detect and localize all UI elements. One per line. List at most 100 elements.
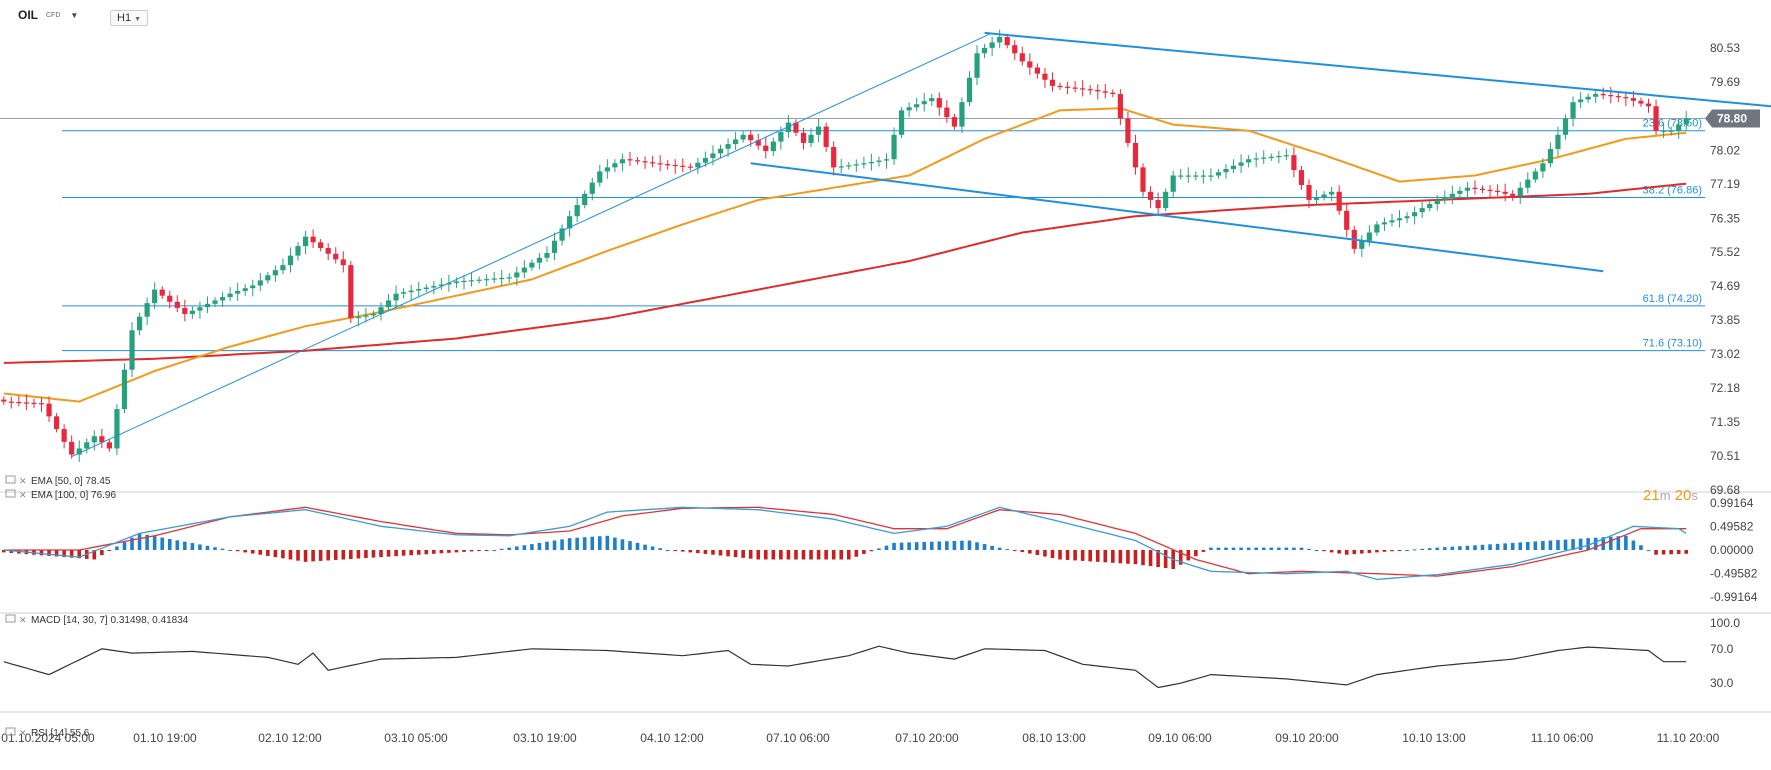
candle-body	[287, 255, 294, 266]
candle-body	[853, 164, 859, 166]
macd-histogram-bar	[1541, 540, 1545, 550]
macd-histogram-bar	[100, 550, 104, 556]
macd-histogram-bar	[258, 550, 263, 555]
time-tick-label: 08.10 13:00	[1022, 731, 1086, 745]
candle-body	[1668, 130, 1674, 132]
candle-body	[1223, 168, 1229, 173]
macd-histogram-bar	[658, 548, 662, 550]
legend-settings-icon[interactable]	[5, 727, 16, 736]
instrument-symbol[interactable]: OIL	[18, 8, 38, 22]
macd-histogram-bar	[477, 550, 481, 551]
candle-body	[1645, 103, 1652, 107]
legend-settings-icon[interactable]	[5, 489, 16, 498]
macd-histogram-bar	[1684, 550, 1689, 554]
candle-body	[997, 37, 1003, 43]
macd-histogram-bar	[975, 542, 979, 550]
trend-line[interactable]	[984, 31, 1771, 110]
price-tick-label: 76.35	[1710, 211, 1740, 225]
candle-body	[106, 442, 112, 449]
chevron-down-icon[interactable]: ▼	[70, 10, 79, 20]
candle-body	[944, 107, 950, 118]
candle-body	[250, 285, 256, 289]
macd-histogram-bar	[560, 539, 564, 550]
macd-histogram-bar	[1201, 550, 1206, 552]
candle-body	[680, 165, 686, 167]
candle-body	[1147, 191, 1154, 200]
macd-histogram-bar	[922, 541, 927, 550]
candle-body	[136, 316, 143, 331]
macd-histogram-bar	[1118, 550, 1123, 564]
candle-body	[574, 205, 580, 217]
candle-body	[733, 139, 739, 145]
candle-body	[1630, 98, 1637, 101]
candle-body	[159, 289, 165, 296]
trend-line[interactable]	[71, 32, 993, 458]
macd-histogram-bar	[499, 548, 504, 550]
candle-body	[1593, 94, 1599, 97]
macd-histogram-bar	[982, 544, 987, 550]
macd-histogram-bar	[1405, 550, 1409, 551]
legend-close-icon: ✕	[19, 490, 27, 500]
candle-body	[1064, 86, 1071, 88]
macd-histogram-bar	[1050, 550, 1055, 558]
macd-histogram-bar	[1231, 547, 1236, 550]
macd-histogram-bar	[831, 550, 836, 560]
macd-histogram-bar	[839, 550, 844, 560]
macd-histogram-bar	[107, 550, 112, 551]
macd-histogram-bar	[115, 546, 119, 550]
macd-histogram-bar	[333, 550, 338, 560]
candle-body	[1057, 85, 1063, 88]
macd-histogram-bar	[1616, 536, 1621, 550]
macd-histogram-bar	[892, 542, 896, 550]
candle-body	[1027, 61, 1033, 68]
macd-histogram-bar	[341, 550, 346, 560]
macd-histogram-bar	[643, 544, 647, 550]
price-tick-label: 74.69	[1710, 279, 1740, 293]
candle-body	[99, 436, 105, 443]
macd-histogram-bar	[1563, 539, 1568, 550]
timeframe-selector[interactable]: H1 ▼	[110, 10, 149, 26]
macd-histogram-bar	[748, 550, 753, 559]
macd-histogram-bar	[1028, 550, 1032, 554]
candle-body	[152, 289, 158, 304]
macd-histogram-bar	[1420, 548, 1424, 550]
macd-histogram-bar	[590, 536, 595, 550]
macd-histogram-bar	[582, 537, 587, 550]
trend-line[interactable]	[750, 162, 1604, 273]
candle-body	[333, 253, 339, 260]
candle-body	[318, 242, 324, 249]
candle-body	[1087, 89, 1093, 91]
macd-histogram-bar	[1292, 547, 1296, 550]
candle-body	[476, 279, 482, 281]
candle-body	[453, 281, 460, 283]
macd-histogram-bar	[250, 550, 255, 554]
candle-body	[1329, 191, 1335, 195]
macd-histogram-bar	[756, 550, 761, 560]
candle-body	[1102, 91, 1108, 93]
candle-body	[672, 164, 678, 167]
candle-body	[1215, 172, 1222, 176]
macd-histogram-bar	[899, 542, 904, 550]
timer-minutes: 21	[1643, 487, 1660, 504]
macd-histogram-bar	[137, 533, 142, 550]
candle-body	[793, 122, 799, 133]
macd-histogram-bar	[1209, 547, 1213, 550]
macd-histogram-bar	[696, 550, 700, 554]
macd-histogram-bar	[990, 545, 994, 550]
candle-body	[1261, 157, 1267, 159]
macd-histogram-bar	[439, 550, 444, 554]
macd-histogram-bar	[1148, 550, 1153, 567]
price-tick-label: 73.85	[1710, 313, 1740, 327]
candle-body	[657, 163, 663, 165]
macd-histogram-bar	[1661, 550, 1666, 555]
macd-histogram-bar	[235, 550, 240, 552]
macd-histogram-bar	[1593, 537, 1598, 550]
candle-body	[1479, 188, 1486, 190]
candle-body	[182, 307, 188, 315]
legend-settings-icon[interactable]	[5, 614, 16, 623]
macd-histogram-bar	[1382, 550, 1387, 552]
legend-settings-icon[interactable]	[5, 475, 16, 484]
candle-body	[84, 442, 90, 449]
macd-histogram-bar	[371, 550, 376, 558]
